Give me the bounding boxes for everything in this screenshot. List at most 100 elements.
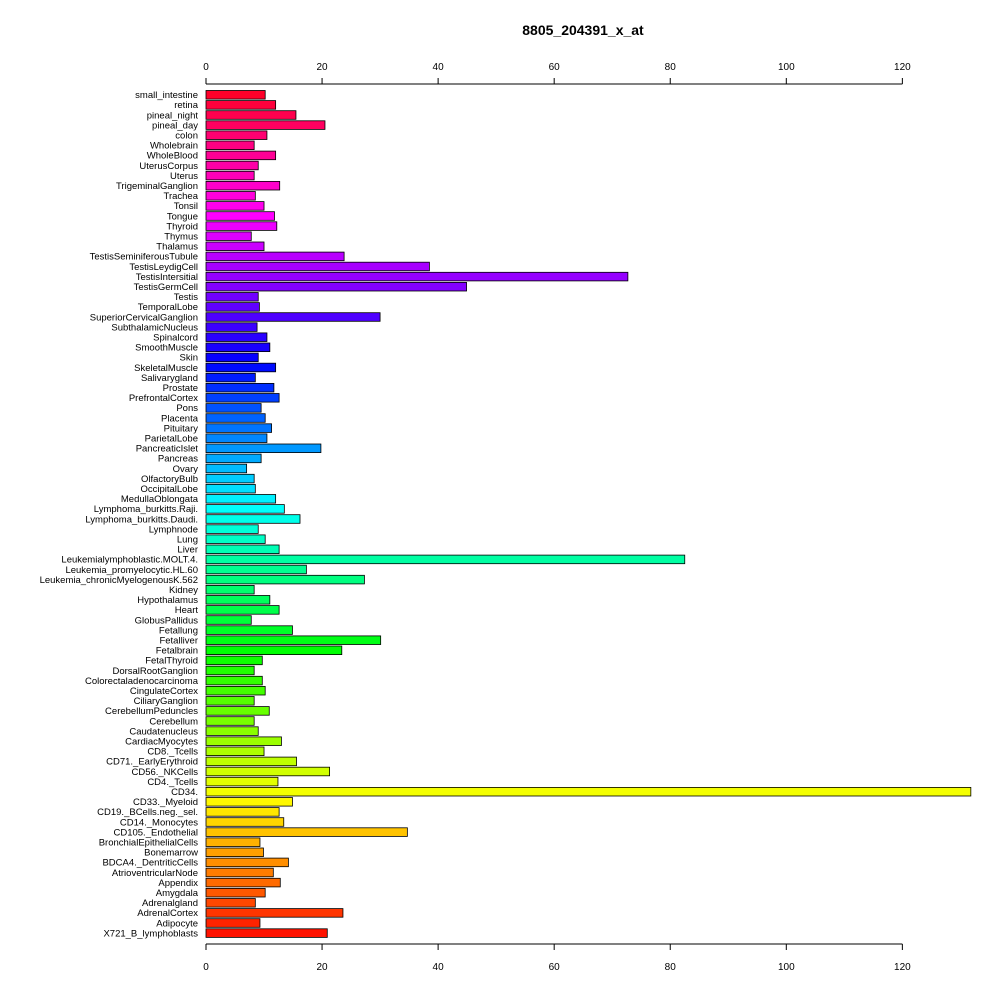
- bar-SmoothMuscle: [205, 342, 271, 353]
- category-label: Lymphoma_burkitts.Raji.: [94, 504, 198, 515]
- bar-Testis: [205, 292, 259, 302]
- category-label: Thalamus: [156, 242, 198, 253]
- bar-Uterus: [205, 170, 255, 181]
- category-label: Pituitary: [164, 423, 199, 434]
- bar-Tonsil: [205, 201, 265, 211]
- bar-pineal_day: [205, 120, 326, 130]
- category-label: X721_B_lymphoblasts: [103, 928, 198, 939]
- category-labels: small_intestineretinapineal_nightpineal_…: [40, 90, 199, 939]
- category-label: BronchialEpithelialCells: [99, 838, 199, 849]
- bar-CD34.: [205, 787, 972, 797]
- bar-PrefrontalCortex: [205, 393, 280, 403]
- bar-pineal_night: [205, 110, 297, 120]
- bar-Cerebellum: [205, 716, 255, 726]
- bar-Salivarygland: [205, 372, 256, 383]
- bar-UterusCorpus: [205, 160, 259, 171]
- category-label: CD105._Endothelial: [113, 827, 198, 838]
- category-label: Lymphoma_burkitts.Daudi.: [85, 514, 198, 525]
- bar-MedullaOblongata: [205, 494, 277, 504]
- category-label: Fetallung: [159, 625, 198, 636]
- bar-Thymus: [205, 231, 252, 241]
- bar-Lymphoma_burkitts.Daudi.: [205, 514, 301, 524]
- category-label: small_intestine: [135, 90, 198, 101]
- category-label: Skin: [180, 353, 198, 364]
- bar-SubthalamicNucleus: [205, 322, 258, 332]
- bar-TestisSeminiferousTubule: [205, 251, 345, 262]
- bar-CD4._Tcells: [205, 776, 279, 787]
- category-label: Leukemia_chronicMyelogenousK.562: [40, 575, 198, 586]
- category-label: Kidney: [169, 585, 198, 596]
- bar-Adrenalgland: [205, 898, 256, 908]
- bar-TestisLeydigCell: [205, 261, 430, 272]
- bar-Leukemia_chronicMyelogenousK.562: [205, 574, 365, 585]
- category-label: Leukemia_promyelocytic.HL.60: [65, 565, 198, 576]
- bar-Placenta: [205, 413, 266, 423]
- category-label: SkeletalMuscle: [134, 363, 198, 374]
- bar-CD71._EarlyErythroid: [205, 756, 297, 767]
- bar-FetalThyroid: [205, 655, 263, 666]
- category-label: Pancreas: [158, 454, 198, 465]
- tick-label: 0: [203, 62, 209, 73]
- bar-PancreaticIslet: [205, 443, 322, 454]
- category-label: SubthalamicNucleus: [111, 322, 198, 333]
- category-label: Placenta: [161, 413, 199, 424]
- category-label: TestisLeydigCell: [129, 262, 198, 273]
- bar-Hypothalamus: [205, 595, 271, 605]
- tick-label: 60: [549, 962, 561, 973]
- bar-CerebellumPeduncles: [205, 706, 270, 716]
- bar-Fetallung: [205, 625, 293, 635]
- bar-small_intestine: [205, 90, 266, 100]
- category-label: CD4._Tcells: [147, 777, 198, 788]
- category-label: Leukemialymphoblastic.MOLT.4.: [61, 555, 198, 566]
- bar-GlobusPallidus: [205, 615, 252, 625]
- bar-Skin: [205, 352, 259, 363]
- category-label: Fetalbrain: [156, 646, 198, 657]
- chart-title: 8805_204391_x_at: [522, 22, 644, 38]
- bar-BronchialEpithelialCells: [205, 837, 261, 847]
- category-label: Pons: [176, 403, 198, 414]
- category-label: Lymphnode: [149, 524, 198, 535]
- bar-AdrenalCortex: [205, 908, 344, 918]
- category-label: ParietalLobe: [145, 434, 198, 445]
- category-label: CD19._BCells.neg._sel.: [97, 807, 198, 818]
- bar-Pituitary: [205, 423, 272, 433]
- tick-label: 100: [778, 62, 795, 73]
- category-label: Hypothalamus: [137, 595, 198, 606]
- category-label: Cerebellum: [149, 716, 198, 727]
- category-label: WholeBlood: [147, 151, 198, 162]
- bar-CardiacMyocytes: [205, 736, 282, 746]
- category-label: Trachea: [164, 191, 199, 202]
- category-label: Caudatenucleus: [129, 726, 198, 737]
- bar-ParietalLobe: [205, 433, 268, 443]
- bar-Colorectaladenocarcinoma: [205, 675, 263, 686]
- bar-TestisGermCell: [205, 281, 467, 292]
- bar-Pancreas: [205, 453, 262, 464]
- tick-label: 120: [894, 62, 911, 73]
- bars: [205, 90, 972, 938]
- bar-Spinalcord: [205, 332, 268, 342]
- category-label: pineal_night: [147, 110, 199, 121]
- category-label: OccipitalLobe: [140, 484, 198, 495]
- category-label: Adipocyte: [156, 918, 198, 929]
- category-label: Wholebrain: [150, 141, 198, 152]
- bar-Liver: [205, 544, 280, 555]
- bar-CD14._Monocytes: [205, 817, 285, 827]
- category-label: BDCA4._DentriticCells: [102, 858, 198, 869]
- bar-Wholebrain: [205, 140, 255, 151]
- category-label: CD56._NKCells: [131, 767, 198, 778]
- bar-Pons: [205, 403, 262, 413]
- category-label: Tonsil: [174, 201, 198, 212]
- bar-CD105._Endothelial: [205, 827, 408, 837]
- bar-Thyroid: [205, 221, 278, 231]
- bar-Adipocyte: [205, 918, 261, 928]
- bar-Appendix: [205, 877, 281, 888]
- bar-Kidney: [205, 585, 255, 595]
- category-label: Fetalliver: [159, 636, 198, 647]
- category-label: Appendix: [158, 878, 198, 889]
- category-label: OlfactoryBulb: [141, 474, 198, 485]
- bar-Leukemia_promyelocytic.HL.60: [205, 564, 307, 575]
- category-label: PrefrontalCortex: [129, 393, 198, 404]
- category-label: CD14._Monocytes: [120, 817, 198, 828]
- bar-BDCA4._DentriticCells: [205, 857, 289, 868]
